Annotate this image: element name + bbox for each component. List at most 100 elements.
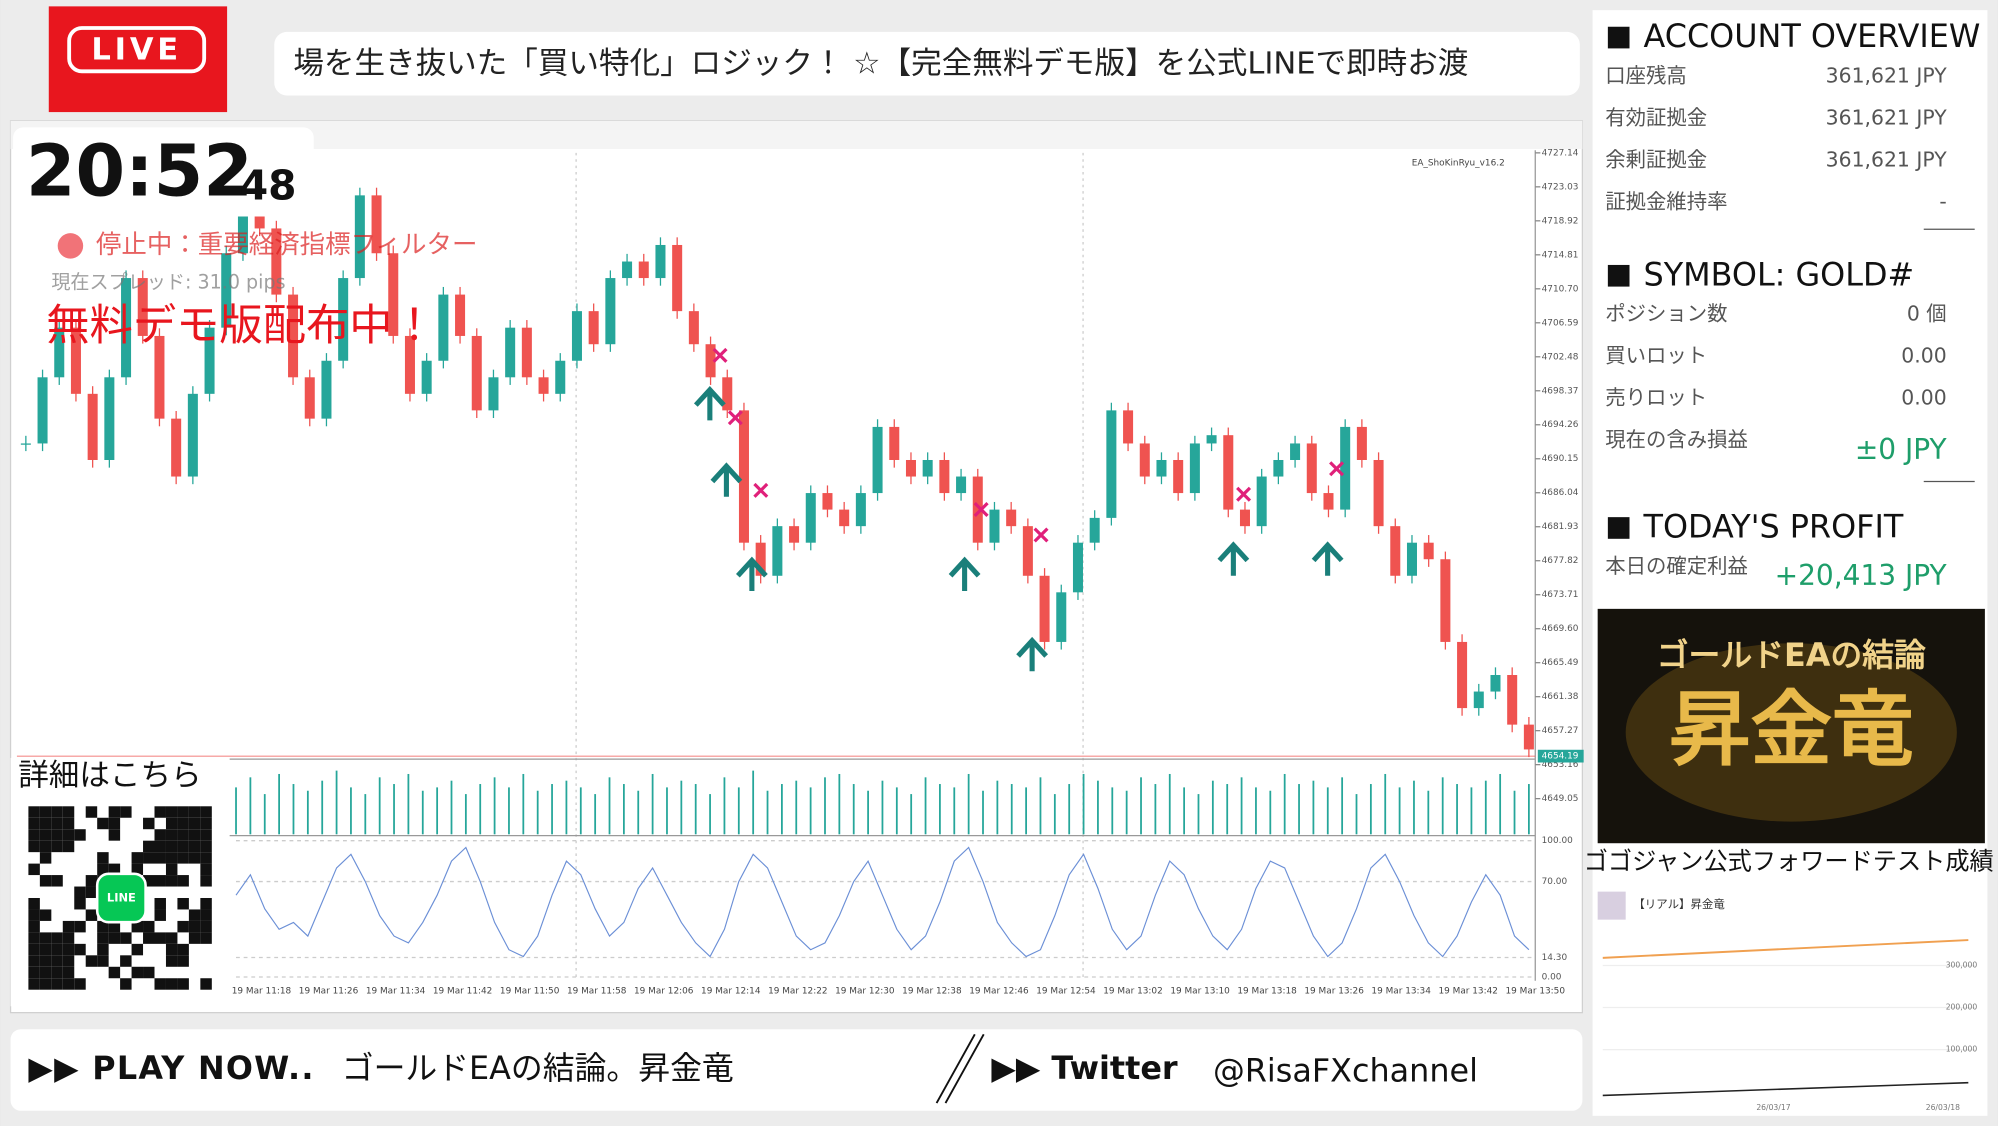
qr-cell [120, 932, 132, 944]
qr-cell [28, 806, 40, 818]
qr-cell [154, 932, 166, 944]
qr-cell [165, 829, 178, 841]
qr-cell [143, 875, 155, 887]
qr-cell [51, 817, 63, 830]
candle [1523, 724, 1534, 750]
qr-cell [74, 920, 86, 933]
qr-cell [62, 955, 75, 967]
y-tick-label: 4702.48 [1542, 352, 1579, 362]
qr-cell [39, 909, 52, 921]
qr-cell [188, 920, 201, 933]
candle [1239, 509, 1250, 527]
sell-mark [1329, 461, 1345, 477]
qr-cell [28, 829, 40, 841]
row-label: 現在の含み損益 [1605, 428, 1748, 452]
qr-cell [62, 817, 75, 830]
qr-cell [97, 817, 109, 830]
x-tick-label: 19 Mar 12:54 [1036, 986, 1096, 996]
qr-cell [177, 920, 189, 933]
y-tick-label: 4665.49 [1542, 658, 1579, 668]
candle [1223, 435, 1234, 510]
candle [1089, 517, 1100, 543]
qr-cell [177, 897, 189, 910]
x-tick-label: 19 Mar 13:42 [1438, 986, 1497, 996]
candle [237, 211, 248, 254]
status-dot [57, 233, 84, 259]
qr-cell [28, 966, 40, 979]
qr-cell [165, 817, 178, 830]
x-tick-label: 19 Mar 11:42 [433, 986, 492, 996]
candle [1072, 542, 1083, 593]
qr-cell [39, 978, 52, 990]
candle [171, 418, 182, 477]
qr-cell [165, 955, 178, 967]
candle [404, 335, 415, 394]
qr-cell [200, 806, 212, 818]
qr-cell [108, 817, 121, 830]
forward-caption: ゴゴジャン公式フォワードテスト成績 [1584, 847, 1994, 875]
qr-cell [143, 966, 155, 979]
candle [121, 278, 132, 378]
candle [1406, 542, 1417, 576]
candle [1206, 435, 1217, 444]
qr-cell [165, 852, 178, 864]
candle [1139, 443, 1150, 477]
row-value: ±0 JPY [1855, 433, 1948, 466]
mini-tick: 300,000 [1946, 961, 1978, 970]
row-label: ポジション数 [1605, 302, 1727, 326]
candle [37, 377, 48, 444]
y-tick-label: 4649.05 [1542, 794, 1579, 804]
buy-arrow [1016, 636, 1049, 672]
buy-arrow [736, 556, 768, 592]
candle [855, 493, 866, 527]
clock-bg [13, 127, 314, 217]
qr-cell [39, 955, 52, 967]
section-bullet [1607, 26, 1630, 49]
ticker-text: 場を生き抜いた「買い特化」ロジック！ ☆【完全無料デモ版】を公式LINEで即時お… [293, 46, 1468, 81]
line-icon [95, 872, 147, 924]
x-tick-label: 19 Mar 12:06 [634, 986, 694, 996]
row-label: 口座残高 [1605, 63, 1687, 87]
qr-cell [131, 966, 144, 979]
qr-cell [165, 863, 178, 876]
qr-cell [28, 920, 40, 933]
qr-cell [143, 920, 155, 933]
qr-cell [85, 806, 98, 818]
x-tick-label: 19 Mar 13:10 [1170, 986, 1230, 996]
candle [1356, 426, 1367, 460]
row-value: 0.00 [1901, 344, 1946, 368]
qr-cell [62, 932, 75, 944]
qr-cell [85, 955, 98, 967]
qr-cell [200, 863, 212, 876]
qr-cell [97, 920, 109, 933]
candle [805, 493, 816, 543]
y-tick-label: 70.00 [1542, 877, 1568, 887]
qr-cell [120, 806, 132, 818]
qr-cell [62, 806, 75, 818]
candle [1039, 575, 1050, 642]
qr-cell [200, 932, 212, 944]
qr-cell [143, 840, 155, 853]
candle [905, 459, 916, 477]
banner-glow [1625, 643, 1957, 822]
qr-cell [177, 875, 189, 887]
candle [989, 509, 1000, 543]
qr-cell [200, 875, 212, 887]
ticker-bg [274, 31, 1580, 96]
row-label: 本日の確定利益 [1605, 554, 1748, 578]
qr-cell [143, 932, 155, 944]
candle [1457, 641, 1468, 709]
x-tick-label: 19 Mar 12:14 [701, 986, 761, 996]
qr-cell [51, 840, 63, 853]
candle [271, 228, 282, 295]
candle [1290, 443, 1301, 460]
qr-cell [177, 840, 189, 853]
qr-cell [154, 840, 166, 853]
x-tick-label: 19 Mar 13:50 [1506, 986, 1566, 996]
row-label: 余剰証拠金 [1605, 147, 1707, 171]
candle [304, 377, 315, 419]
candle [1423, 542, 1434, 560]
qr-cell [39, 806, 52, 818]
